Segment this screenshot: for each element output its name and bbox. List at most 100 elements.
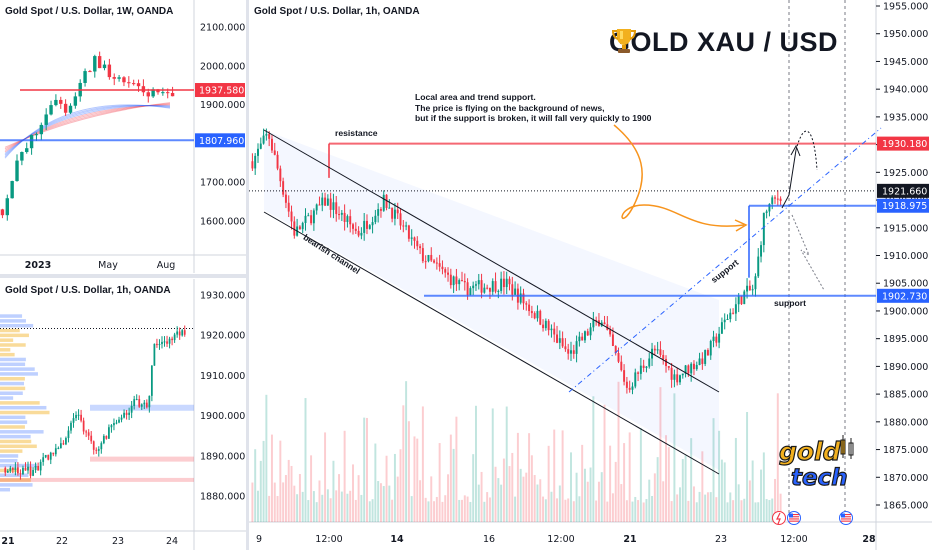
weekly-candle[interactable] — [131, 83, 136, 85]
weekly-candle[interactable] — [34, 134, 39, 136]
main-candle[interactable] — [354, 228, 357, 231]
main-candle[interactable] — [338, 214, 341, 216]
main-candle[interactable] — [421, 248, 424, 262]
main-candle[interactable] — [346, 216, 349, 222]
main-candle[interactable] — [321, 197, 324, 206]
main-candle[interactable] — [332, 202, 335, 210]
main-candle[interactable] — [438, 263, 441, 267]
lightning-icon[interactable] — [772, 511, 786, 525]
main-candle[interactable] — [547, 320, 550, 331]
main-candle[interactable] — [290, 211, 293, 222]
hourly-candle[interactable] — [67, 430, 70, 439]
main-candle[interactable] — [259, 143, 262, 149]
main-candle[interactable] — [447, 272, 450, 275]
main-chart-panel[interactable]: 1955.000 1950.000 1945.000 1940.000 1935.000… — [249, 0, 932, 550]
main-candle[interactable] — [477, 280, 480, 285]
weekly-candle[interactable] — [97, 56, 102, 69]
hourly-candle[interactable] — [59, 443, 62, 448]
weekly-candle[interactable] — [117, 77, 121, 79]
hourly-candle[interactable] — [123, 412, 125, 418]
main-candle[interactable] — [743, 291, 746, 305]
main-candle[interactable] — [631, 386, 634, 390]
main-candle[interactable] — [304, 215, 307, 223]
main-candle[interactable] — [528, 304, 531, 312]
hourly-candle[interactable] — [115, 422, 118, 424]
channel-upper-line[interactable] — [263, 129, 720, 393]
main-candle[interactable] — [419, 246, 422, 249]
hourly-candle[interactable] — [163, 341, 166, 343]
hourly-candle[interactable] — [42, 457, 45, 462]
main-candle[interactable] — [254, 155, 257, 169]
main-candle[interactable] — [427, 254, 430, 262]
main-candle[interactable] — [505, 278, 508, 288]
main-candle[interactable] — [368, 225, 371, 229]
main-candle[interactable] — [497, 290, 500, 292]
main-candle[interactable] — [388, 207, 391, 209]
main-candle[interactable] — [698, 358, 701, 365]
panel-separator-horizontal[interactable] — [0, 274, 246, 278]
main-candle[interactable] — [558, 338, 561, 343]
hourly-candle[interactable] — [158, 344, 161, 346]
main-candle[interactable] — [276, 154, 279, 169]
hourly-candle[interactable] — [143, 402, 146, 405]
main-candle[interactable] — [556, 334, 559, 343]
main-candle[interactable] — [687, 365, 690, 374]
hourly-candle[interactable] — [153, 343, 156, 366]
main-candle[interactable] — [611, 334, 614, 346]
main-candle[interactable] — [734, 304, 737, 314]
main-candle[interactable] — [486, 287, 489, 289]
main-candle[interactable] — [444, 269, 447, 273]
weekly-candle[interactable] — [49, 105, 53, 115]
hourly-candle[interactable] — [47, 454, 50, 460]
main-candle[interactable] — [603, 322, 606, 325]
main-candle[interactable] — [391, 207, 394, 219]
us-flag-icon[interactable] — [787, 511, 801, 525]
main-candle[interactable] — [452, 276, 455, 286]
main-candle[interactable] — [329, 198, 332, 210]
main-candle[interactable] — [740, 296, 743, 305]
us-flag-icon[interactable] — [839, 511, 853, 525]
weekly-candle[interactable] — [5, 198, 9, 216]
main-candle[interactable] — [637, 372, 640, 374]
main-candle[interactable] — [279, 168, 282, 182]
hourly-candle[interactable] — [77, 414, 80, 416]
main-candle[interactable] — [363, 220, 366, 233]
weekly-candle[interactable] — [59, 99, 63, 104]
hourly-candle[interactable] — [80, 414, 82, 421]
main-candle[interactable] — [458, 280, 461, 285]
hourly-candle[interactable] — [70, 422, 72, 431]
main-candle[interactable] — [494, 281, 497, 292]
hourly-candle[interactable] — [87, 432, 90, 436]
main-candle[interactable] — [357, 230, 360, 236]
hourly-candle[interactable] — [17, 467, 19, 474]
hourly-candle[interactable] — [62, 443, 65, 445]
main-candle[interactable] — [706, 350, 709, 356]
main-candle[interactable] — [433, 260, 436, 263]
weekly-candle[interactable] — [25, 148, 29, 153]
main-candle[interactable] — [653, 348, 656, 351]
main-candle[interactable] — [326, 198, 329, 206]
main-candle[interactable] — [676, 374, 679, 383]
main-candle[interactable] — [704, 350, 707, 364]
main-candle[interactable] — [525, 303, 528, 305]
main-candle[interactable] — [570, 350, 572, 354]
weekly-candle[interactable] — [146, 92, 150, 97]
hourly-candle[interactable] — [97, 449, 100, 451]
main-candle[interactable] — [774, 197, 776, 199]
main-candle[interactable] — [561, 338, 564, 347]
main-candle[interactable] — [402, 225, 405, 227]
main-candle[interactable] — [360, 232, 363, 236]
hourly-candle[interactable] — [120, 417, 123, 420]
hourly-candle[interactable] — [95, 449, 98, 451]
main-candle[interactable] — [609, 329, 612, 335]
main-candle[interactable] — [265, 134, 268, 136]
main-candle[interactable] — [592, 320, 595, 328]
weekly-candle[interactable] — [93, 56, 97, 72]
main-candle[interactable] — [474, 284, 477, 286]
hourly-candle[interactable] — [75, 414, 77, 419]
channel-lower-line[interactable] — [263, 211, 720, 475]
hourly-candle[interactable] — [82, 420, 85, 432]
weekly-candle[interactable] — [20, 152, 24, 161]
main-candle[interactable] — [757, 256, 760, 277]
main-candle[interactable] — [491, 281, 494, 292]
